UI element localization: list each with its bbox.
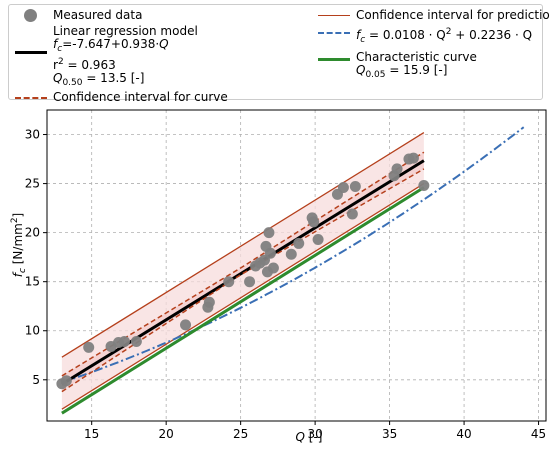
measured-point — [263, 227, 275, 239]
legend-marker-measured — [15, 9, 47, 22]
measured-point — [391, 163, 403, 175]
plot-frame — [46, 109, 547, 422]
confidence-lower-line — [61, 168, 425, 393]
y-axis-ticks: 5 10 15 20 25 30 — [25, 128, 47, 387]
legend-column-left: Measured data Linear regression model fc… — [15, 9, 228, 105]
x-tick-label: 15 — [84, 427, 99, 441]
series-lines — [61, 126, 525, 415]
legend-regression-block: Linear regression model fc=-7.647+0.938·… — [53, 25, 198, 90]
y-tick-label: 30 — [25, 128, 40, 142]
prediction-lower-line — [61, 183, 425, 410]
legend-item-confidence-curve: Confidence interval for curve — [15, 91, 228, 104]
y-tick-label: 15 — [25, 275, 40, 289]
legend-q50: Q0.50 = 13.5 [-] — [53, 71, 145, 89]
legend-item-prediction: Confidence interval for prediction — [318, 9, 550, 22]
legend-label-measured: Measured data — [53, 8, 143, 22]
measured-point — [312, 234, 324, 246]
measured-point — [130, 336, 142, 348]
measured-point — [285, 248, 297, 260]
measured-point — [203, 296, 215, 308]
regression-line — [61, 159, 425, 386]
x-tick-label: 20 — [159, 427, 174, 441]
y-tick-label: 10 — [25, 324, 40, 338]
legend-label-prediction: Confidence interval for prediction — [356, 8, 550, 22]
legend-marker-regression — [15, 45, 47, 58]
x-tick-label: 30 — [307, 427, 322, 441]
legend-item-measured: Measured data — [15, 9, 228, 22]
legend-label-regression: Linear regression model — [53, 24, 198, 38]
legend: Measured data Linear regression model fc… — [8, 4, 550, 104]
measured-point — [244, 276, 256, 288]
prediction-upper-line — [61, 132, 425, 358]
measured-point — [267, 262, 279, 274]
measured-point — [60, 375, 72, 387]
legend-item-regression: Linear regression model fc=-7.647+0.938·… — [15, 25, 228, 90]
y-tick-label: 5 — [32, 373, 40, 387]
confidence-upper-line — [61, 151, 425, 377]
legend-regression-equation: fc=-7.647+0.938·Q — [53, 37, 169, 55]
legend-label-power-curve: fc = 0.0108 · Q2 + 0.2236 · Q — [356, 27, 533, 45]
legend-label-characteristic: Characteristic curve — [356, 50, 477, 64]
y-tick-label: 25 — [25, 177, 40, 191]
measured-point — [346, 208, 358, 220]
measured-point — [308, 216, 320, 228]
measured-points — [56, 152, 430, 390]
legend-marker-confidence-curve — [15, 91, 47, 104]
characteristic-curve-line — [61, 186, 425, 415]
measured-point — [293, 237, 305, 249]
legend-marker-prediction — [318, 9, 350, 22]
measured-point — [349, 181, 361, 193]
y-axis-label: fc [N/mm2] — [10, 213, 28, 278]
legend-item-characteristic: Characteristic curve Q0.05 = 15.9 [-] — [318, 51, 550, 82]
legend-label-confidence-curve: Confidence interval for curve — [53, 90, 228, 104]
x-axis-label: Q [-] — [296, 430, 323, 444]
legend-characteristic-block: Characteristic curve Q0.05 = 15.9 [-] — [356, 51, 477, 82]
measured-point — [223, 276, 235, 288]
legend-marker-characteristic — [318, 52, 350, 65]
grid-lines — [47, 110, 546, 421]
x-tick-label: 25 — [233, 427, 248, 441]
legend-item-power-curve: fc = 0.0108 · Q2 + 0.2236 · Q — [318, 26, 550, 47]
legend-marker-power-curve — [318, 26, 350, 39]
measured-point — [83, 341, 95, 353]
x-tick-label: 45 — [531, 427, 546, 441]
measured-point — [337, 182, 349, 194]
measured-point — [264, 247, 276, 259]
legend-q05: Q0.05 = 15.9 [-] — [356, 63, 448, 81]
legend-r2: r2 = 0.963 — [53, 57, 116, 72]
legend-column-right: Confidence interval for prediction fc = … — [318, 9, 550, 83]
measured-point — [180, 319, 192, 331]
x-tick-label: 40 — [456, 427, 471, 441]
x-axis-ticks: 15 20 25 30 35 40 45 — [84, 421, 546, 441]
measured-point — [418, 180, 430, 192]
y-tick-label: 20 — [25, 226, 40, 240]
measured-point — [118, 336, 130, 348]
measured-point — [407, 152, 419, 164]
x-tick-label: 35 — [382, 427, 397, 441]
